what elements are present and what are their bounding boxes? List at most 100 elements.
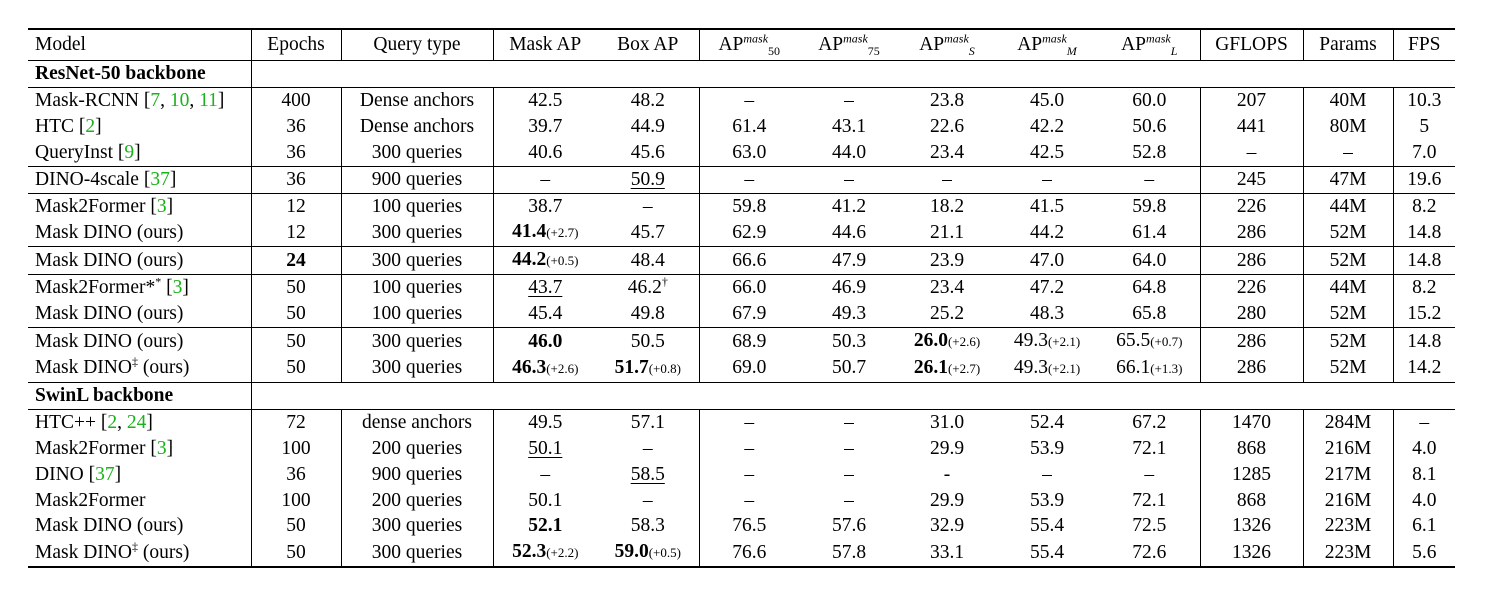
citation-link[interactable]: 3 [172,277,183,299]
cell-mask-ap: 46.3(+2.6) [493,355,597,382]
cell-value: 52M [1329,303,1367,325]
citation-link[interactable]: 37 [150,168,170,190]
cell-value: 61.4 [732,115,767,137]
header-mask-ap: Mask AP [493,28,597,61]
cell-epochs: 100 [251,487,342,514]
cell-value: 42.2 [1029,115,1065,137]
cell-value: 59.8 [732,195,767,217]
cell-box-ap: 57.1 [597,408,700,436]
cell-apm: 44.2 [995,219,1099,246]
cell-epochs: 400 [251,86,342,114]
cell-apl: 59.8 [1099,192,1201,220]
citation-link[interactable]: 7 [150,89,161,111]
cell-ap50: 68.9 [699,327,799,355]
cell-value: 50 [286,303,306,325]
cell-value: 65.8 [1132,303,1167,325]
cell-epochs: 36 [251,139,342,167]
cell-value: 216M [1324,489,1372,511]
cell-value: 4.0 [1412,489,1437,511]
cell-aps: 31.0 [899,408,995,436]
cell-query-type: 300 queries [341,246,494,275]
cell-value: 300 queries [371,330,463,352]
cell-mask-ap: 42.5 [493,86,597,114]
cell-apl: 72.1 [1099,487,1201,514]
citation-link[interactable]: 3 [156,195,167,217]
header-epochs: Epochs [251,28,342,61]
citation-link[interactable]: 2 [85,115,96,137]
cell-gflops: 1285 [1200,461,1304,488]
model-name: Mask DINO (ours) [28,327,252,355]
model-name: Mask-RCNN [7, 10, 11] [28,86,252,114]
cell-value: 42.5 [528,89,563,111]
cell-mask-ap: 41.4(+2.7) [493,219,597,246]
cell-value: - [943,463,951,485]
cell-ap75: – [799,86,899,114]
cell-value: 52.8 [1132,141,1167,163]
cell-query-type: 300 queries [341,219,494,247]
cell-value: 29.9 [929,489,965,511]
model-mark: ‡ [131,539,138,554]
cell-value: – [744,168,755,190]
cell-aps: 25.2 [899,301,995,327]
cell-apl: – [1099,165,1201,194]
cell-value: 45.0 [1029,89,1065,111]
cell-value: 44.2 [512,249,547,271]
cell-value: 44.2 [1029,221,1065,243]
cell-value: 1326 [1232,515,1271,537]
cell-value: 6.1 [1412,515,1437,537]
cell-value: 100 queries [371,303,463,325]
section-spacer [251,381,1455,410]
cell-aps: 29.9 [899,436,995,462]
cell-ap75: – [799,488,899,514]
cell-value: 226 [1236,277,1267,299]
header-ap75-sub: 75 [867,43,880,58]
section-title: ResNet-50 backbone [28,60,252,88]
citation-link[interactable]: 11 [199,89,218,111]
cell-box-ap: 46.2† [597,274,700,302]
cell-box-ap: 51.7(+0.8) [597,354,700,383]
cell-value: 245 [1236,168,1267,190]
cell-ap75: – [799,462,899,488]
cell-value: 8.2 [1412,195,1437,217]
cell-gflops: 207 [1200,86,1304,114]
cell-value: 12 [286,195,306,217]
cell-value: 69.0 [732,357,767,379]
cell-box-ap: – [597,487,700,514]
cell-value: 216M [1324,437,1372,459]
section-spacer [251,60,1455,88]
cell-ap50: 66.6 [699,246,799,275]
cell-aps: - [899,462,995,488]
cell-value: 26.1 [913,356,948,378]
header-ap75-sup: mask [843,31,868,46]
citation-link[interactable]: 2 [107,411,118,433]
cell-value: 72.5 [1132,515,1167,537]
header-apl: APmaskL [1099,28,1201,61]
cell-value: 23.9 [929,249,965,271]
cell-gflops: 868 [1200,487,1304,514]
cell-epochs: 12 [251,192,342,220]
cell-fps: 5 [1393,114,1455,140]
cell-value: 286 [1236,221,1267,243]
cell-value: – [844,168,854,190]
cell-value: – [844,89,854,111]
cell-value: 8.2 [1412,277,1437,299]
citation-link[interactable]: 37 [95,463,115,485]
improvement-delta: (+2.6) [947,334,981,350]
citation-link[interactable]: 3 [156,437,167,459]
cell-box-ap: 59.0(+0.5) [597,539,700,569]
cell-value: 14.2 [1407,357,1442,379]
cell-value: 43.7 [528,277,563,299]
cell-epochs: 24 [251,246,342,275]
citation-link[interactable]: 9 [124,141,135,163]
cell-box-ap: 50.9 [597,165,700,194]
cell-aps: 23.4 [899,140,995,166]
cell-epochs: 50 [251,274,342,302]
cell-ap75: 57.8 [799,539,899,569]
cell-value: 39.7 [528,115,563,137]
citation-link[interactable]: 24 [126,411,147,433]
cell-value: 300 queries [371,249,463,271]
cell-value: 1285 [1232,463,1271,485]
citation-link[interactable]: 10 [169,89,190,111]
cell-value: 300 queries [371,357,463,379]
cell-value: 36 [286,463,306,485]
